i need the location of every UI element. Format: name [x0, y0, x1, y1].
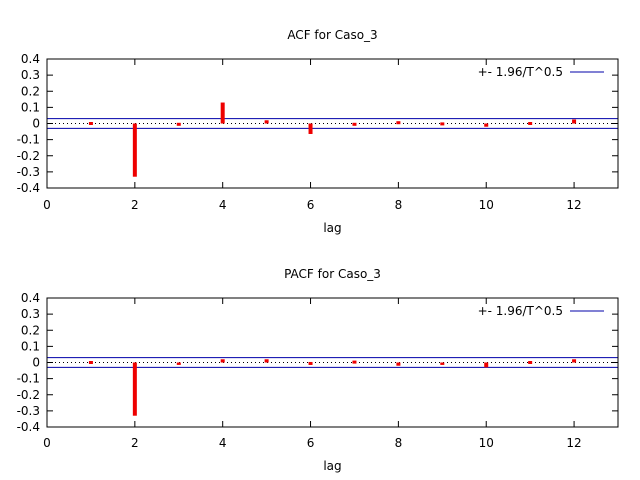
pacf-bar-lag-7: [352, 360, 357, 364]
acf-xtick-label: 8: [395, 198, 403, 212]
pacf-plot-frame: [46, 297, 619, 428]
acf-bar-lag-5: [264, 120, 269, 124]
pacf-bar-lag-5: [264, 359, 269, 363]
pacf-ytick-label: 0.3: [21, 307, 40, 321]
pacf-bar-lag-12: [572, 359, 577, 363]
pacf-bar-lag-3: [176, 362, 181, 365]
pacf-ytick-label: 0: [32, 356, 40, 370]
acf-ytick-label: 0.2: [21, 84, 40, 98]
pacf-xtick-label: 10: [479, 436, 494, 450]
acf-ytick-label: -0.1: [17, 133, 40, 147]
pacf-ytick-label: -0.2: [17, 388, 40, 402]
acf-bar-lag-3: [176, 122, 181, 126]
acf-bar-lag-4: [220, 102, 225, 124]
pacf-bar-lag-2: [132, 362, 137, 416]
acf-ytick-label: 0: [32, 117, 40, 131]
acf-legend-label: +- 1.96/T^0.5: [478, 65, 563, 79]
pacf-ytick-label: 0.4: [21, 291, 40, 305]
pacf-bar-lag-10: [484, 362, 489, 368]
pacf-bar-lag-11: [528, 361, 533, 364]
acf-xtick-label: 0: [43, 198, 51, 212]
pacf-ytick-label: -0.3: [17, 404, 40, 418]
pacf-bar-lag-1: [88, 361, 93, 364]
acf-bar-lag-6: [308, 123, 313, 134]
acf-xtick-label: 12: [566, 198, 581, 212]
acf-title: ACF for Caso_3: [287, 28, 377, 42]
pacf-bar-lag-9: [440, 362, 445, 365]
pacf-title: PACF for Caso_3: [284, 267, 381, 281]
acf-ytick-label: -0.4: [17, 181, 40, 195]
pacf-xtick-label: 4: [219, 436, 227, 450]
acf-bar-lag-12: [572, 119, 577, 124]
pacf-xtick-label: 12: [566, 436, 581, 450]
acf-xtick-label: 6: [307, 198, 315, 212]
pacf-xtick-label: 6: [307, 436, 315, 450]
acf-bar-lag-9: [440, 122, 445, 126]
pacf-legend-label: +- 1.96/T^0.5: [478, 304, 563, 318]
pacf-ytick-label: 0.1: [21, 339, 40, 353]
pacf-bar-lag-6: [308, 361, 313, 365]
acf-ytick-label: 0.1: [21, 100, 40, 114]
acf-plot-frame: [46, 58, 619, 189]
acf-bar-lag-1: [88, 122, 93, 125]
acf-bar-lag-7: [352, 122, 357, 126]
acf-bar-lag-11: [528, 122, 533, 125]
pacf-xtick-label: 0: [43, 436, 51, 450]
pacf-ytick-label: -0.1: [17, 372, 40, 386]
acf-ytick-label: 0.4: [21, 52, 40, 66]
acf-xtick-label: 4: [219, 198, 227, 212]
acf-xlabel: lag: [323, 221, 341, 235]
acf-panel: ACF for Caso_3 -0.4 -0.3 -0.2 -0.1 0 0.1 0.2 0.3…: [17, 28, 619, 235]
pacf-ytick-label: -0.4: [17, 420, 40, 434]
acf-bar-lag-10: [484, 123, 489, 127]
acf-ytick-label: -0.3: [17, 165, 40, 179]
acf-bar-lag-2: [132, 123, 137, 177]
acf-ytick-label: 0.3: [21, 68, 40, 82]
pacf-bar-lag-4: [220, 359, 225, 363]
pacf-xtick-label: 2: [131, 436, 139, 450]
acf-xtick-label: 10: [479, 198, 494, 212]
pacf-xtick-label: 8: [395, 436, 403, 450]
pacf-bar-lag-8: [396, 362, 401, 366]
acf-xtick-label: 2: [131, 198, 139, 212]
pacf-ytick-label: 0.2: [21, 323, 40, 337]
acf-ytick-label: -0.2: [17, 149, 40, 163]
acf-bar-lag-8: [396, 121, 401, 125]
pacf-xlabel: lag: [323, 459, 341, 473]
pacf-panel: PACF for Caso_3 -0.4 -0.3 -0.2 -0.1 0 0.1 0.2 0.…: [17, 267, 619, 473]
